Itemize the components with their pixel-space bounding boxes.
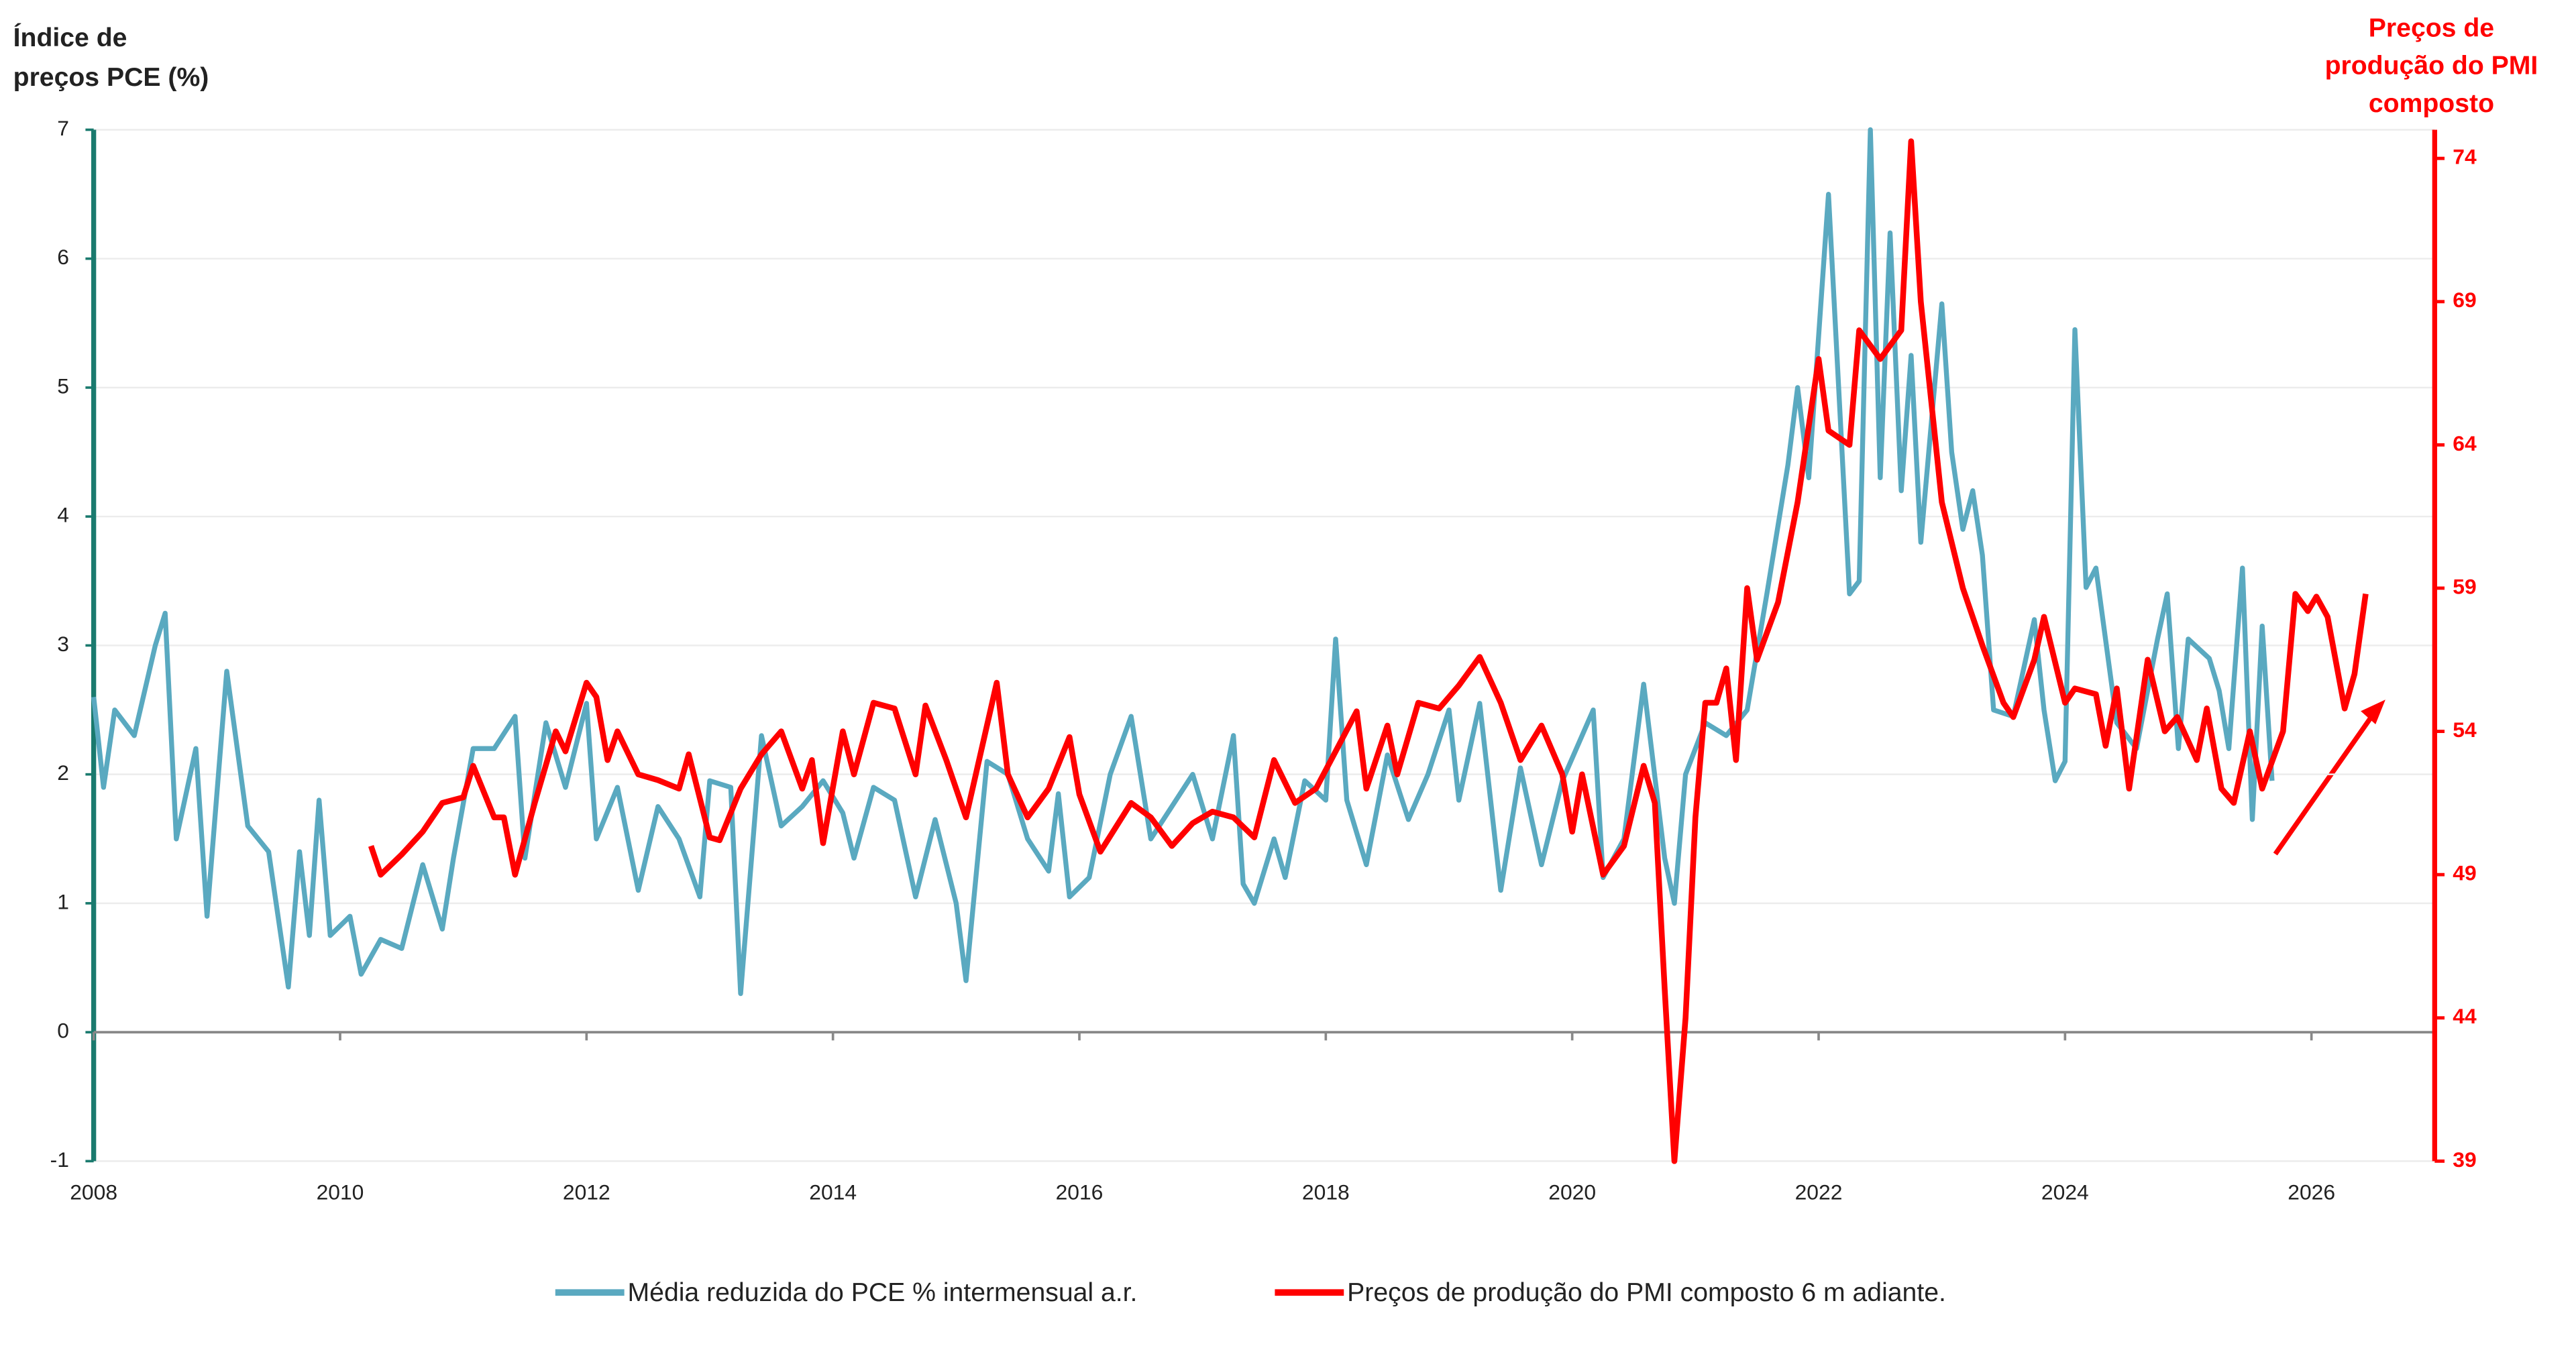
- y2-tick-label: 49: [2453, 861, 2476, 885]
- x-tick-label: 2016: [1056, 1180, 1104, 1204]
- y2-axis-title-line: composto: [2369, 89, 2494, 118]
- y2-axis-title-line: produção do PMI: [2325, 52, 2538, 80]
- legend-label: Média reduzida do PCE % intermensual a.r…: [628, 1278, 1138, 1307]
- y-axis-title-line: preços PCE (%): [13, 63, 209, 92]
- x-tick-label: 2024: [2041, 1180, 2089, 1204]
- x-tick-label: 2010: [317, 1180, 364, 1204]
- y-tick-label: 0: [57, 1019, 69, 1043]
- y-tick-label: 3: [57, 632, 69, 656]
- y-tick-label: 7: [57, 116, 69, 140]
- y2-axis-title: Preços de produção do PMI composto: [2325, 13, 2538, 118]
- trend-arrow: [2273, 704, 2381, 856]
- legend-label: Preços de produção do PMI composto 6 m a…: [1347, 1278, 1946, 1307]
- y-tick-label: 1: [57, 889, 69, 913]
- y-tick-label: 4: [57, 503, 69, 527]
- x-tick-label: 2018: [1302, 1180, 1350, 1204]
- y-tick-label: 6: [57, 245, 69, 269]
- x-tick-label: 2008: [70, 1180, 117, 1204]
- y2-tick-label: 54: [2453, 718, 2477, 742]
- y2-tick-label: 64: [2453, 431, 2477, 455]
- y2-tick-label: 69: [2453, 288, 2476, 312]
- y2-axis-title-line: Preços de: [2369, 13, 2494, 42]
- y-tick-label: -1: [50, 1147, 69, 1172]
- x-tick-label: 2012: [563, 1180, 610, 1204]
- arrow-head: [2361, 699, 2385, 724]
- series-line: [91, 127, 2275, 997]
- x-tick-label: 2014: [809, 1180, 857, 1204]
- x-tick-label: 2022: [1795, 1180, 1843, 1204]
- y-tick-label: 2: [57, 761, 69, 785]
- x-tick-label: 2020: [1548, 1180, 1596, 1204]
- y2-tick-label: 74: [2453, 145, 2477, 169]
- y2-tick-label: 59: [2453, 574, 2476, 598]
- y-axis-title: Índice de preços PCE (%): [13, 23, 209, 92]
- x-tick-label: 2026: [2288, 1180, 2335, 1204]
- y-axis-title-line: Índice de: [13, 23, 127, 52]
- y2-tick-label: 39: [2453, 1147, 2476, 1172]
- y-tick-label: 5: [57, 374, 69, 398]
- series-line: [368, 138, 2369, 1164]
- y2-tick-label: 44: [2453, 1004, 2477, 1028]
